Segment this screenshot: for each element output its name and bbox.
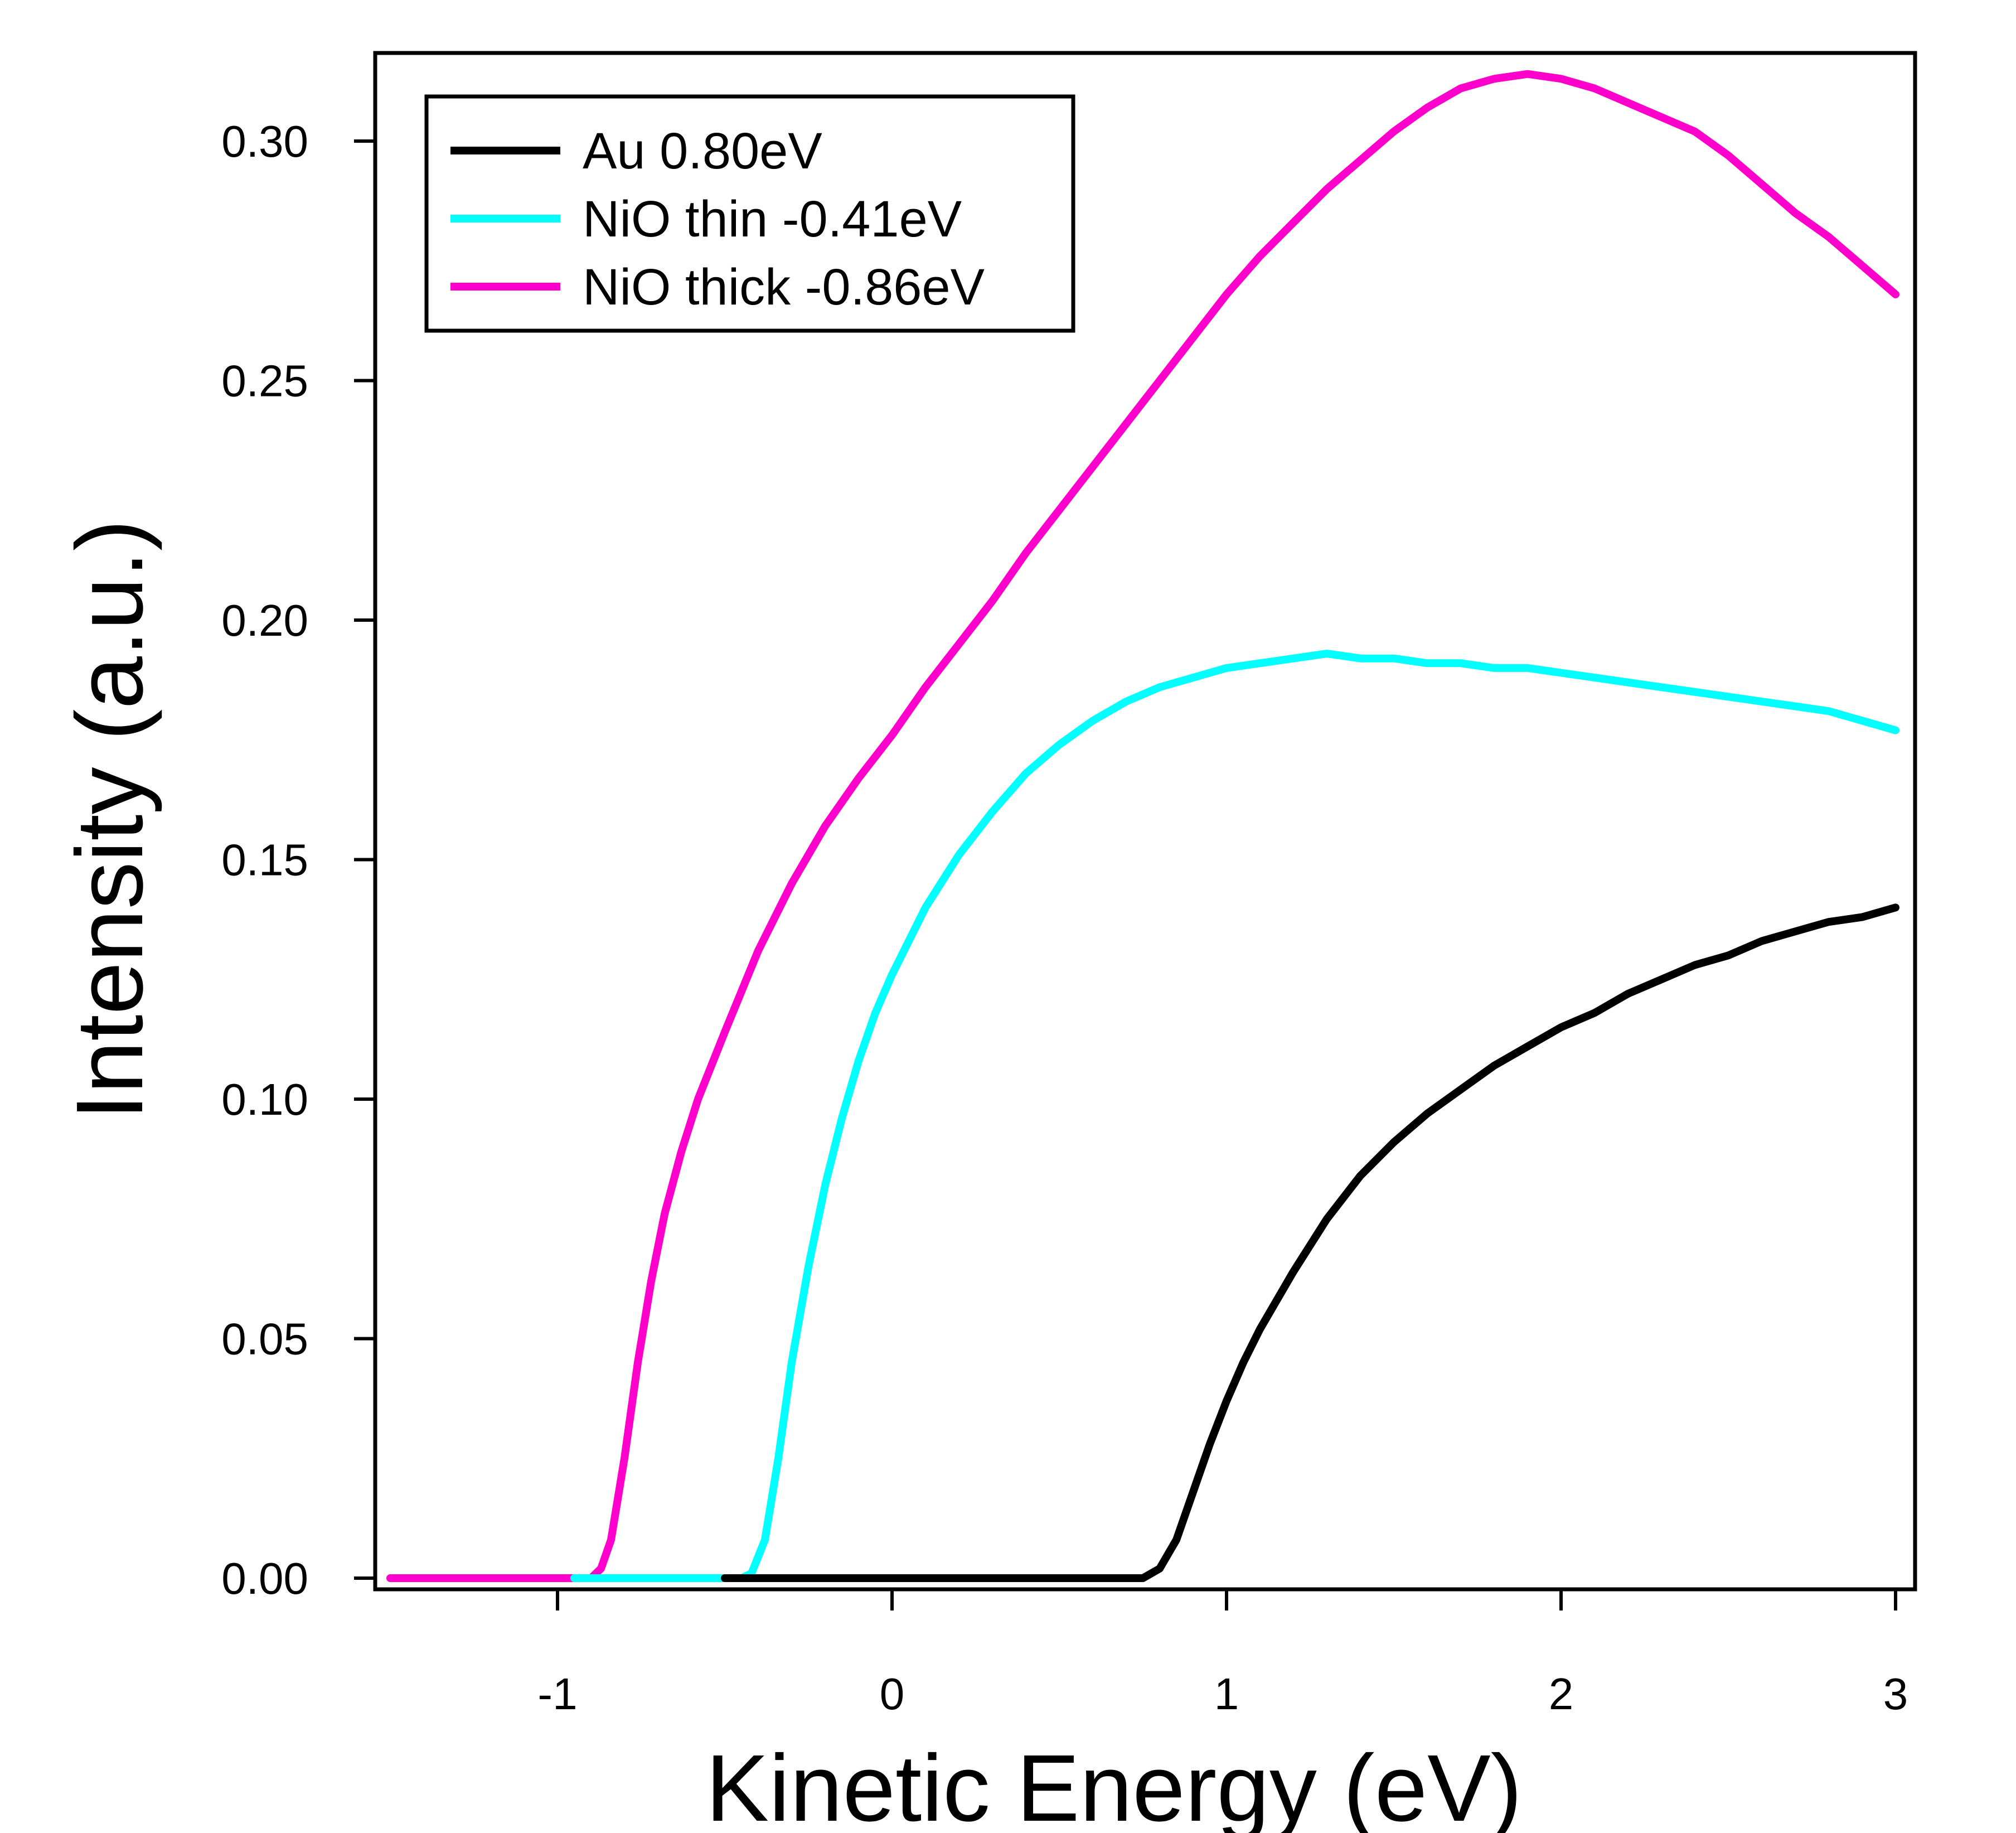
y-tick-label: 0.25 [221, 356, 308, 406]
legend-box [424, 94, 1075, 333]
legend-label: NiO thick -0.86eV [583, 259, 985, 316]
y-axis-ticks: 0.00 0.05 0.10 0.15 0.20 0.25 0.30 [221, 117, 375, 1603]
y-tick-label: 0.05 [221, 1314, 308, 1364]
y-tick-label: 0.20 [221, 596, 308, 645]
series-line [570, 650, 1899, 1582]
y-tick-label: 0.30 [221, 117, 308, 166]
x-axis-ticks: -1 0 1 2 3 [537, 1589, 1908, 1719]
series-line [386, 70, 1899, 1582]
legend-label: Au 0.80eV [583, 123, 822, 180]
legend-label: NiO thin -0.41eV [583, 191, 962, 248]
x-axis-title: Kinetic Energy (eV) [706, 1735, 1523, 1833]
series-lines [386, 70, 1899, 1582]
x-tick-label: 3 [1883, 1669, 1908, 1719]
x-tick-label: -1 [537, 1669, 577, 1719]
y-tick-label: 0.00 [221, 1554, 308, 1603]
plot-frame [373, 51, 1917, 1592]
y-tick-label: 0.10 [221, 1075, 308, 1124]
x-tick-label: 0 [880, 1669, 905, 1719]
legend: Au 0.80eV NiO thin -0.41eV NiO thick -0.86… [424, 94, 1075, 333]
y-axis-title: Intensity (a.u.) [57, 519, 163, 1120]
x-tick-label: 2 [1549, 1669, 1574, 1719]
series-line [721, 903, 1899, 1582]
x-tick-label: 1 [1214, 1669, 1239, 1719]
y-tick-label: 0.15 [221, 835, 308, 885]
